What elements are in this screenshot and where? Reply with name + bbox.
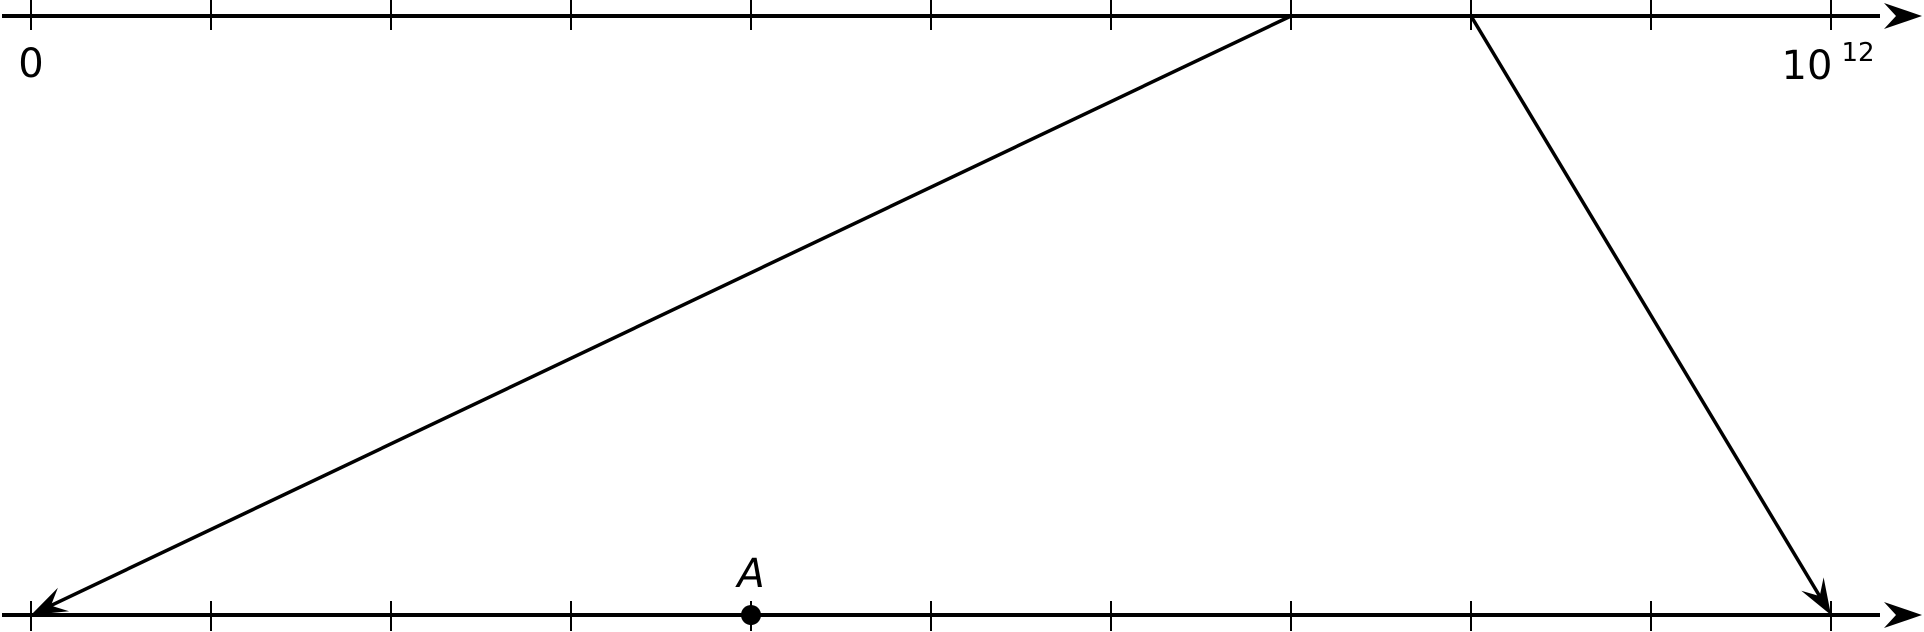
top-axis-arrowhead (1884, 3, 1922, 29)
top-end-label-base: 10 (1782, 43, 1833, 89)
mapping-arrow-1-head (1801, 577, 1831, 615)
point-a-dot (741, 605, 761, 625)
bottom-number-line: A (2, 551, 1922, 631)
top-end-label-exponent: 12 (1841, 38, 1874, 68)
mapping-arrows (31, 14, 1831, 615)
top-number-line: 0 10 12 (2, 0, 1922, 89)
mapping-arrow-1-line (1469, 15, 1822, 598)
mapping-arrow-0-line (50, 14, 1292, 608)
top-start-label: 0 (18, 41, 43, 87)
bottom-axis-arrowhead (1884, 602, 1922, 628)
mapping-arrow-0-head (31, 587, 70, 615)
point-a-label: A (734, 551, 764, 597)
top-ticks (30, 0, 1832, 30)
